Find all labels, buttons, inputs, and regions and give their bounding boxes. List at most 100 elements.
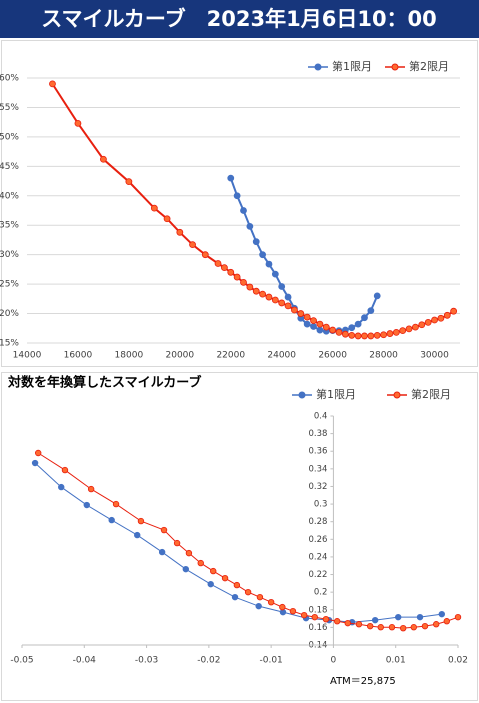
data-point: [322, 615, 330, 623]
data-point: [176, 228, 184, 236]
data-point: [303, 320, 311, 328]
y-tick-label: 0.2: [314, 588, 328, 598]
y-tick-label: 0.32: [308, 482, 327, 492]
chart-frame: [1, 372, 478, 701]
data-point: [322, 323, 330, 331]
data-point: [240, 278, 247, 286]
data-point: [433, 621, 440, 628]
data-point: [421, 622, 429, 630]
data-point: [431, 316, 438, 324]
data-point: [412, 323, 419, 331]
y-tick-label: 0.16: [308, 623, 327, 633]
chart-title: 対数を年換算したスマイルカーブ: [7, 375, 201, 391]
y-tick-label: 0.38: [308, 429, 327, 439]
data-point: [303, 313, 311, 321]
data-point: [279, 603, 286, 611]
x-tick-label: 0.01: [386, 656, 406, 666]
y-tick-label: 35%: [0, 221, 19, 231]
data-point: [355, 621, 363, 628]
data-point: [388, 624, 396, 631]
y-tick-label: 55%: [0, 103, 19, 113]
data-point: [316, 320, 324, 328]
data-point: [240, 207, 247, 214]
data-point: [221, 574, 229, 582]
data-point: [134, 531, 141, 539]
y-tick-label: 40%: [0, 191, 19, 201]
x-tick-label: 14000: [13, 351, 42, 361]
legend-marker: [314, 63, 322, 71]
x-tick-label: 0.02: [448, 656, 468, 666]
data-point: [244, 588, 252, 596]
data-point: [450, 307, 458, 315]
data-point: [210, 567, 217, 575]
x-tick-label: 22000: [216, 351, 245, 361]
data-point: [392, 328, 400, 336]
x-tick-label: 20000: [166, 351, 195, 361]
data-point: [316, 326, 324, 334]
legend-label: 第1限月: [316, 387, 356, 401]
legend-label: 第1限月: [332, 59, 372, 73]
x-tick-label: 28000: [369, 351, 398, 361]
data-point: [61, 466, 69, 474]
data-point: [265, 260, 273, 268]
data-point: [437, 314, 445, 322]
data-point: [233, 273, 241, 281]
x-tick-label: 26000: [318, 351, 347, 361]
data-point: [100, 155, 107, 163]
data-point: [259, 251, 267, 259]
data-point: [333, 618, 341, 625]
data-point: [108, 516, 115, 524]
data-point: [405, 325, 413, 333]
data-point: [311, 613, 318, 621]
data-point: [189, 241, 196, 249]
x-tick-label: 24000: [267, 351, 296, 361]
data-point: [201, 251, 209, 259]
data-point: [284, 302, 292, 310]
data-point: [367, 332, 375, 340]
data-point: [227, 174, 235, 182]
data-point: [310, 317, 317, 325]
data-point: [410, 624, 417, 631]
legend-label: 第2限月: [409, 59, 449, 73]
data-point: [284, 293, 292, 301]
data-point: [348, 324, 356, 332]
data-point: [344, 619, 351, 627]
y-tick-label: 0.28: [308, 517, 327, 527]
data-point: [83, 501, 90, 509]
x-tick-label: 30000: [420, 351, 449, 361]
data-point: [361, 332, 368, 340]
data-point: [395, 613, 402, 621]
data-point: [214, 260, 222, 267]
y-tick-label: 0.24: [308, 552, 327, 562]
legend-label: 第2限月: [411, 387, 451, 401]
legend-marker: [391, 63, 399, 71]
data-point: [265, 293, 273, 301]
data-point: [329, 326, 337, 334]
data-point: [207, 580, 214, 588]
x-tick-label: -0.04: [73, 656, 97, 666]
data-point: [361, 314, 368, 322]
data-point: [366, 622, 374, 630]
data-point: [267, 598, 275, 606]
data-point: [443, 618, 450, 625]
data-point: [252, 287, 260, 295]
data-point: [58, 483, 65, 491]
data-point: [271, 270, 279, 278]
data-point: [87, 485, 95, 493]
x-tick-label: 0: [331, 656, 337, 666]
data-point: [310, 323, 317, 330]
data-point: [271, 296, 279, 304]
data-point: [220, 264, 228, 272]
data-point: [163, 215, 171, 223]
data-point: [173, 539, 181, 547]
data-point: [74, 119, 82, 127]
x-tick-label: 18000: [115, 351, 144, 361]
data-point: [246, 222, 254, 230]
data-point: [278, 299, 286, 307]
data-point: [399, 327, 407, 335]
data-point: [34, 449, 42, 457]
annotation: ATM＝25,875: [330, 676, 396, 687]
data-point: [31, 459, 39, 467]
legend-marker: [393, 391, 401, 399]
y-tick-label: 0.22: [308, 570, 327, 580]
